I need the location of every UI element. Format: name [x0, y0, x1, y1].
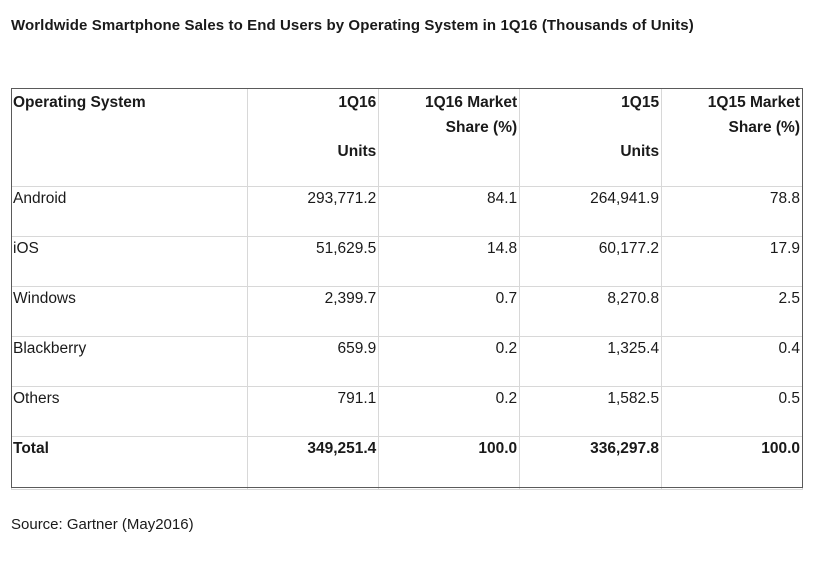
- share-1q15-cell: 0.4: [661, 336, 803, 387]
- header-line: 1Q15: [621, 94, 660, 111]
- table-row: iOS 51,629.5 14.8 60,177.2 17.9: [10, 236, 803, 287]
- units-1q15-cell: 60,177.2: [519, 236, 663, 287]
- total-units-1q15-cell: 336,297.8: [519, 436, 663, 490]
- units-1q16-cell: 659.9: [247, 336, 380, 387]
- os-name-cell: iOS: [10, 236, 249, 287]
- header-line: [521, 116, 659, 141]
- share-1q16-cell: 0.2: [378, 386, 521, 437]
- header-1q15-units: 1Q15 Units: [519, 88, 663, 187]
- header-line: 1Q16: [338, 94, 377, 111]
- units-1q15-cell: 264,941.9: [519, 186, 663, 237]
- os-name-cell: Blackberry: [10, 336, 249, 387]
- share-1q16-cell: 14.8: [378, 236, 521, 287]
- share-1q16-cell: 0.7: [378, 286, 521, 337]
- table-row: Others 791.1 0.2 1,582.5 0.5: [10, 386, 803, 437]
- share-1q15-cell: 17.9: [661, 236, 803, 287]
- units-1q16-cell: 293,771.2: [247, 186, 380, 237]
- share-1q15-cell: 2.5: [661, 286, 803, 337]
- total-share-1q16-cell: 100.0: [378, 436, 521, 490]
- header-line: 1Q15 Market: [707, 94, 800, 111]
- header-1q16-share: 1Q16 Market Share (%): [378, 88, 521, 187]
- units-1q16-cell: 791.1: [247, 386, 380, 437]
- share-1q15-cell: 78.8: [661, 186, 803, 237]
- table-header-row: Operating System 1Q16 Units 1Q16 Market …: [10, 88, 803, 187]
- units-1q16-cell: 2,399.7: [247, 286, 380, 337]
- os-name-cell: Windows: [10, 286, 249, 337]
- share-1q16-cell: 0.2: [378, 336, 521, 387]
- total-share-1q15-cell: 100.0: [661, 436, 803, 490]
- os-name-cell: Others: [10, 386, 249, 437]
- total-units-1q16-cell: 349,251.4: [247, 436, 380, 490]
- header-operating-system: Operating System: [10, 88, 249, 187]
- units-1q15-cell: 1,582.5: [519, 386, 663, 437]
- units-1q15-cell: 1,325.4: [519, 336, 663, 387]
- header-line: Units: [620, 143, 660, 160]
- header-line: [249, 116, 376, 141]
- table-total-row: Total 349,251.4 100.0 336,297.8 100.0: [10, 436, 803, 490]
- table-row: Windows 2,399.7 0.7 8,270.8 2.5: [10, 286, 803, 337]
- sales-table: Operating System 1Q16 Units 1Q16 Market …: [10, 88, 803, 490]
- units-1q15-cell: 8,270.8: [519, 286, 663, 337]
- header-line: Share (%): [445, 118, 518, 136]
- share-1q16-cell: 84.1: [378, 186, 521, 237]
- header-line: Operating System: [13, 94, 146, 111]
- header-1q16-units: 1Q16 Units: [247, 88, 380, 187]
- header-line: 1Q16 Market: [424, 94, 518, 111]
- header-line: Units: [337, 143, 377, 160]
- units-1q16-cell: 51,629.5: [247, 236, 380, 287]
- source-note: Source: Gartner (May2016): [11, 516, 194, 533]
- total-label-cell: Total: [10, 436, 249, 490]
- header-line: Share (%): [728, 118, 801, 136]
- os-name-cell: Android: [10, 186, 249, 237]
- table-row: Blackberry 659.9 0.2 1,325.4 0.4: [10, 336, 803, 387]
- table-row: Android 293,771.2 84.1 264,941.9 78.8: [10, 186, 803, 237]
- table-title: Worldwide Smartphone Sales to End Users …: [11, 17, 694, 34]
- header-1q15-share: 1Q15 Market Share (%): [661, 88, 803, 187]
- share-1q15-cell: 0.5: [661, 386, 803, 437]
